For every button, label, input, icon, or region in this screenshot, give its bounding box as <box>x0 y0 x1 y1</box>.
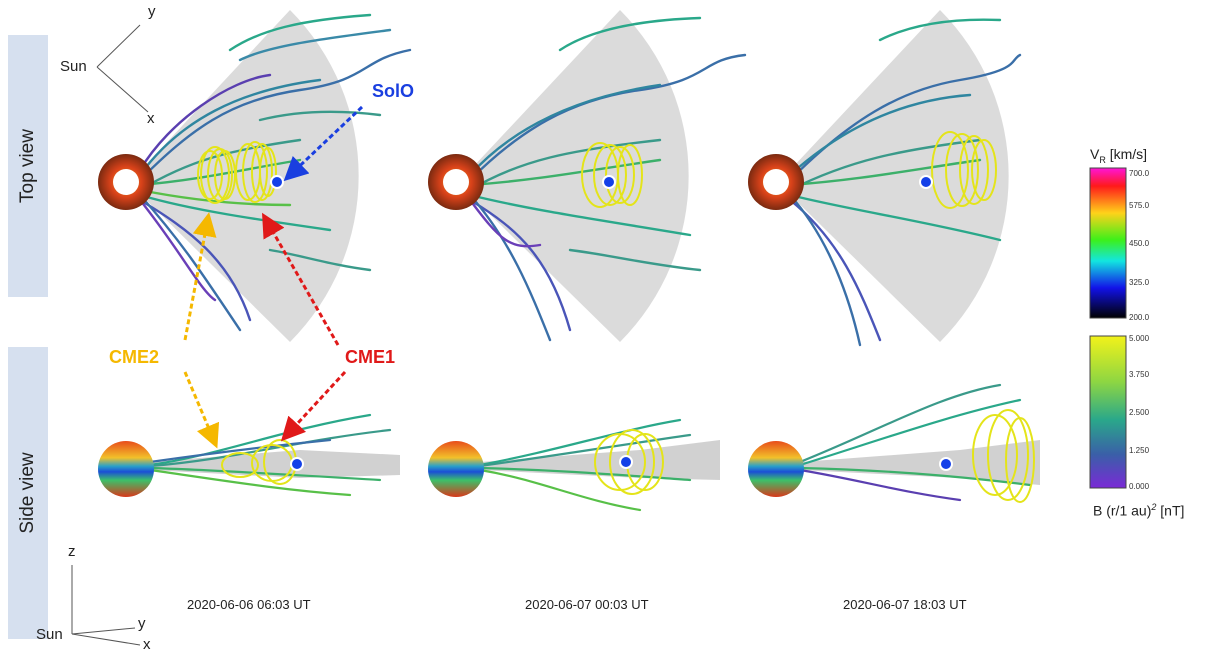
cme1-callout: CME1 <box>345 347 396 367</box>
side-view-row-label: Side view <box>8 347 48 639</box>
timestamp-3: 2020-06-07 18:03 UT <box>843 597 967 612</box>
b-tick: 3.750 <box>1129 370 1150 379</box>
timestamp-1: 2020-06-06 06:03 UT <box>187 597 311 612</box>
vr-tick: 325.0 <box>1129 278 1150 287</box>
vr-colorbar <box>1089 167 1127 319</box>
solo-arrow <box>283 105 364 182</box>
solo-marker <box>602 175 616 189</box>
cme1-flux-rope <box>235 141 277 203</box>
solo-marker <box>919 175 933 189</box>
sun-side-2 <box>428 441 484 497</box>
b-tick: 0.000 <box>1129 482 1150 491</box>
cme2-callout: CME2 <box>109 347 160 367</box>
top-view-row-label: Top view <box>8 35 48 297</box>
solo-marker <box>270 175 284 189</box>
vr-tick: 700.0 <box>1129 169 1150 178</box>
cme-flux-rope <box>581 142 643 208</box>
vr-tick: 200.0 <box>1129 313 1150 322</box>
side-panel-1 <box>98 413 400 497</box>
side-panel-3 <box>748 383 1040 503</box>
field-lines <box>138 13 412 332</box>
top-axis-y-label: y <box>148 3 156 20</box>
top-panel-1 <box>98 10 412 342</box>
b-colorbar <box>1089 335 1127 489</box>
bottom-axis-y-label: y <box>138 615 146 632</box>
side-cone <box>800 440 1040 485</box>
bottom-axis-z-label: z <box>68 543 76 560</box>
field-lines <box>468 16 747 342</box>
top-panel-2 <box>428 10 747 342</box>
heliospheric-cone <box>458 10 689 342</box>
cme2-arrow-top <box>183 212 217 341</box>
side-panel-2 <box>428 418 720 512</box>
b-colorbar-title: B (r/1 au)2 [nT] <box>1093 502 1185 519</box>
timestamp-2: 2020-06-07 00:03 UT <box>525 597 649 612</box>
b-tick: 1.250 <box>1129 446 1150 455</box>
top-axis-sun-label: Sun <box>60 58 87 75</box>
field-lines <box>788 18 1022 347</box>
solo-marker <box>619 455 633 469</box>
vr-tick: 575.0 <box>1129 201 1150 210</box>
cme2-flux-rope <box>197 146 236 204</box>
sun-side-3 <box>748 441 804 497</box>
top-axis-triad <box>96 24 149 113</box>
bottom-axis-x-label: x <box>143 636 151 653</box>
solo-marker <box>939 457 953 471</box>
sun-side-1 <box>98 441 154 497</box>
cme-flux-rope <box>931 131 997 209</box>
top-axis-x-label: x <box>147 110 155 127</box>
heliospheric-cone <box>778 10 1009 342</box>
bottom-axis-sun-label: Sun <box>36 626 63 643</box>
vr-colorbar-title: VR [km/s] <box>1090 146 1148 165</box>
b-tick: 2.500 <box>1129 408 1150 417</box>
cme2-arrow-side <box>183 371 220 449</box>
bottom-axis-triad <box>71 565 141 646</box>
b-tick: 5.000 <box>1129 334 1150 343</box>
solo-callout: SolO <box>372 81 415 101</box>
vr-tick: 450.0 <box>1129 239 1150 248</box>
solo-marker <box>290 457 304 471</box>
top-panel-3 <box>748 10 1022 347</box>
cme1-arrow-side <box>280 370 347 442</box>
cme1-arrow-top <box>262 212 340 346</box>
